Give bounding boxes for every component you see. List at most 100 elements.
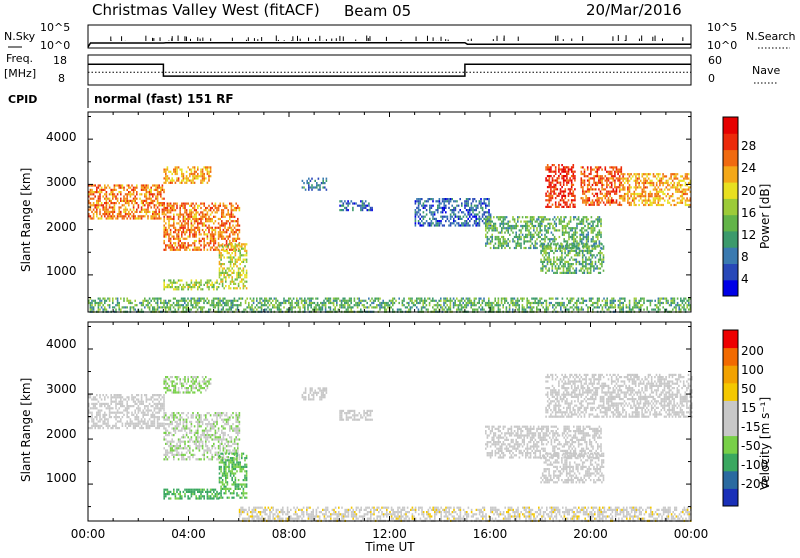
power-cell-8 (531, 216, 533, 218)
power-cell-3 (202, 288, 204, 290)
power-cell-4 (238, 243, 240, 245)
power-cell-13 (328, 306, 330, 308)
power-cell-13 (376, 306, 378, 308)
power-cell-7 (439, 200, 441, 202)
power-cell-7 (415, 224, 417, 226)
power-cell-10 (605, 204, 607, 206)
power-cell-2 (170, 218, 172, 220)
power-cell-0 (93, 193, 95, 195)
power-cell-12 (548, 256, 550, 258)
power-cell-12 (587, 270, 589, 272)
power-cell-13 (334, 300, 336, 302)
power-cell-0 (122, 184, 124, 186)
power-cell-13 (187, 302, 189, 304)
power-cell-8 (544, 227, 546, 229)
power-cell-2 (183, 207, 185, 209)
power-cell-10 (590, 204, 592, 206)
power-cell-13 (237, 309, 239, 311)
power-cell-13 (454, 300, 456, 302)
power-cell-8 (591, 238, 593, 240)
power-cell-10 (619, 197, 621, 199)
power-cell-12 (603, 259, 605, 261)
power-cell-13 (634, 300, 636, 302)
power-cell-13 (374, 300, 376, 302)
power-cell-13 (429, 304, 431, 306)
power-cell-10 (584, 180, 586, 182)
power-cell-9 (555, 166, 557, 168)
power-cell-2 (215, 233, 217, 235)
power-cell-13 (146, 304, 148, 306)
power-cell-0 (93, 215, 95, 217)
power-cell-9 (569, 206, 571, 208)
power-cell-2 (170, 244, 172, 246)
power-cell-4 (222, 254, 224, 256)
power-cell-2 (200, 207, 202, 209)
power-cell-0 (114, 215, 116, 217)
power-cell-0 (112, 195, 114, 197)
power-cell-13 (392, 302, 394, 304)
power-cell-0 (93, 217, 95, 219)
power-cell-8 (592, 236, 594, 238)
power-cell-4 (239, 250, 241, 252)
power-cell-13 (250, 306, 252, 308)
power-cell-12 (568, 270, 570, 272)
power-cell-0 (142, 200, 144, 202)
power-cell-8 (599, 229, 601, 231)
power-cell-2 (181, 205, 183, 207)
power-cell-1 (167, 180, 169, 182)
power-cell-13 (637, 302, 639, 304)
power-cell-8 (506, 243, 508, 245)
power-cell-3 (171, 282, 173, 284)
power-cell-7 (447, 200, 449, 202)
power-cell-2 (219, 225, 221, 227)
power-cell-10 (590, 186, 592, 188)
power-cell-8 (522, 216, 524, 218)
power-cell-2 (173, 249, 175, 251)
power-cell-11 (674, 204, 676, 206)
power-cell-0 (120, 213, 122, 215)
power-cell-8 (520, 229, 522, 231)
power-cell-0 (128, 200, 130, 202)
power-cell-13 (445, 300, 447, 302)
power-cell-8 (499, 238, 501, 240)
power-cell-8 (501, 221, 503, 223)
power-cell-9 (550, 193, 552, 195)
power-cell-9 (568, 195, 570, 197)
power-cell-0 (117, 213, 119, 215)
power-cell-13 (336, 298, 338, 300)
power-cell-7 (442, 209, 444, 211)
power-cell-11 (650, 173, 652, 175)
power-cell-10 (582, 180, 584, 182)
power-cell-2 (207, 233, 209, 235)
power-cell-3 (210, 279, 212, 281)
power-cell-13 (509, 309, 511, 311)
power-cell-0 (138, 206, 140, 208)
power-cell-13 (622, 306, 624, 308)
power-cell-2 (179, 240, 181, 242)
power-cell-10 (616, 169, 618, 171)
power-cell-10 (587, 186, 589, 188)
power-cell-11 (677, 178, 679, 180)
power-cell-10 (619, 180, 621, 182)
power-cell-4 (235, 245, 237, 247)
power-cell-8 (498, 245, 500, 247)
power-cell-0 (150, 217, 152, 219)
power-cell-13 (491, 309, 493, 311)
power-cell-11 (656, 204, 658, 206)
power-cell-12 (580, 267, 582, 269)
power-cell-10 (614, 186, 616, 188)
power-cell-9 (565, 179, 567, 181)
power-cell-13 (603, 304, 605, 306)
power-cell-13 (328, 298, 330, 300)
power-cell-13 (269, 304, 271, 306)
power-cell-12 (571, 272, 573, 274)
power-cell-10 (592, 193, 594, 195)
power-cell-1 (165, 180, 167, 182)
power-cell-8 (581, 223, 583, 225)
power-cell-10 (598, 188, 600, 190)
power-cell-8 (496, 227, 498, 229)
power-cell-12 (580, 250, 582, 252)
power-cell-12 (548, 259, 550, 261)
power-cell-12 (579, 263, 581, 265)
power-cell-9 (545, 206, 547, 208)
